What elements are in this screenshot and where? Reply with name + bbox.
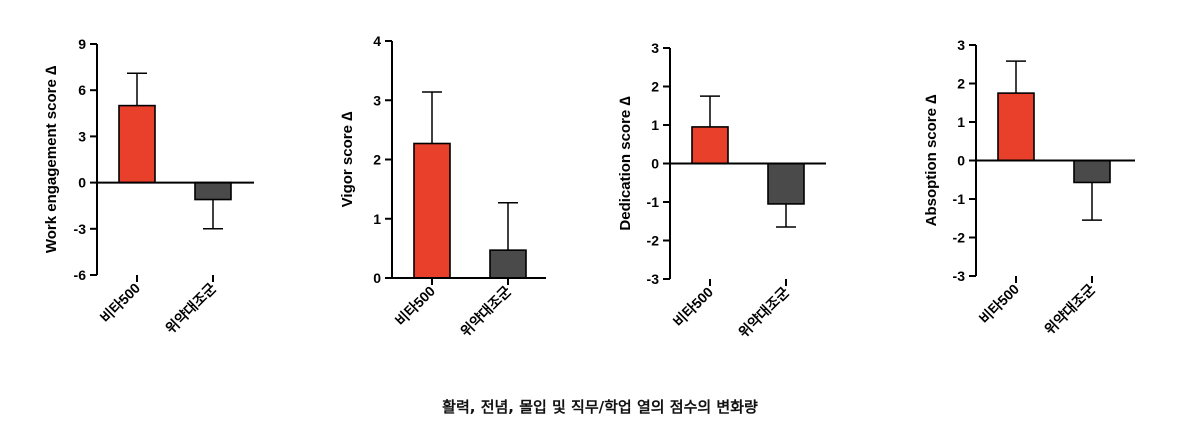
y-tick-label: 2 bbox=[373, 152, 381, 168]
y-tick-label: 4 bbox=[373, 33, 381, 49]
y-tick-label: 9 bbox=[78, 36, 86, 52]
chart-panel-2: 0 1 2 3 4 비타500 위약대조군 Vigor score ∆ bbox=[339, 33, 546, 340]
y-tick-label: -2 bbox=[647, 233, 660, 249]
y-tick-label: 3 bbox=[78, 128, 86, 144]
x-tick-label: 비타500 bbox=[97, 280, 143, 326]
y-tick-label: 3 bbox=[373, 92, 381, 108]
x-tick-label: 위약대조군 bbox=[457, 283, 514, 340]
chart-panel-3: -3 -2 -1 0 1 2 3 비타500 위약대조군 Dedication score ∆ bbox=[617, 40, 826, 341]
x-tick-label: 위약대조군 bbox=[735, 284, 792, 341]
bar-placebo bbox=[767, 162, 805, 205]
x-tick-label: 비타500 bbox=[392, 283, 438, 329]
bar-treatment bbox=[691, 126, 729, 165]
y-tick-label: 0 bbox=[373, 270, 381, 286]
y-axis-title: Absoption score ∆ bbox=[923, 95, 940, 227]
y-tick-label: 1 bbox=[957, 114, 965, 130]
x-tick-label: 비타500 bbox=[670, 284, 716, 330]
bar-treatment bbox=[997, 92, 1035, 162]
y-tick-label: 1 bbox=[651, 117, 659, 133]
chart-panel-1: -6 -3 0 3 6 9 비타500 위약대조군 Work engagement score … bbox=[43, 36, 254, 337]
x-tick-label: 위약대조군 bbox=[1041, 281, 1098, 338]
y-axis-title: Dedication score ∆ bbox=[617, 96, 634, 230]
chart-panel-4: -3 -2 -1 0 1 2 3 비타500 위약대조군 Absoption score ∆ bbox=[923, 37, 1135, 338]
bar-treatment bbox=[118, 104, 156, 184]
y-tick-label: -6 bbox=[74, 267, 87, 283]
y-tick-label: -1 bbox=[953, 191, 966, 207]
y-tick-label: 0 bbox=[957, 153, 965, 169]
y-tick-label: 3 bbox=[651, 40, 659, 56]
bar-treatment bbox=[413, 142, 451, 279]
y-tick-label: 0 bbox=[651, 156, 659, 172]
y-tick-label: 2 bbox=[957, 76, 965, 92]
y-tick-label: 1 bbox=[373, 211, 381, 227]
y-axis-title: Work engagement score ∆ bbox=[43, 66, 60, 253]
y-tick-label: -3 bbox=[953, 268, 966, 284]
bar-placebo bbox=[489, 249, 527, 279]
x-tick-label: 비타500 bbox=[976, 281, 1022, 327]
y-tick-label: -2 bbox=[953, 230, 966, 246]
y-tick-label: 0 bbox=[78, 175, 86, 191]
bar-placebo bbox=[1073, 159, 1111, 184]
y-tick-label: -1 bbox=[647, 194, 660, 210]
y-tick-label: -3 bbox=[647, 271, 660, 287]
y-tick-label: 2 bbox=[651, 79, 659, 95]
bar-placebo bbox=[194, 181, 232, 201]
y-tick-label: -3 bbox=[74, 221, 87, 237]
y-tick-label: 6 bbox=[78, 82, 86, 98]
y-tick-label: 3 bbox=[957, 37, 965, 53]
x-tick-label: 위약대조군 bbox=[162, 280, 219, 337]
y-axis-title: Vigor score ∆ bbox=[339, 112, 356, 208]
figure-caption: 활력, 전념, 몰입 및 직무/학업 열의 점수의 변화량 bbox=[442, 398, 758, 416]
